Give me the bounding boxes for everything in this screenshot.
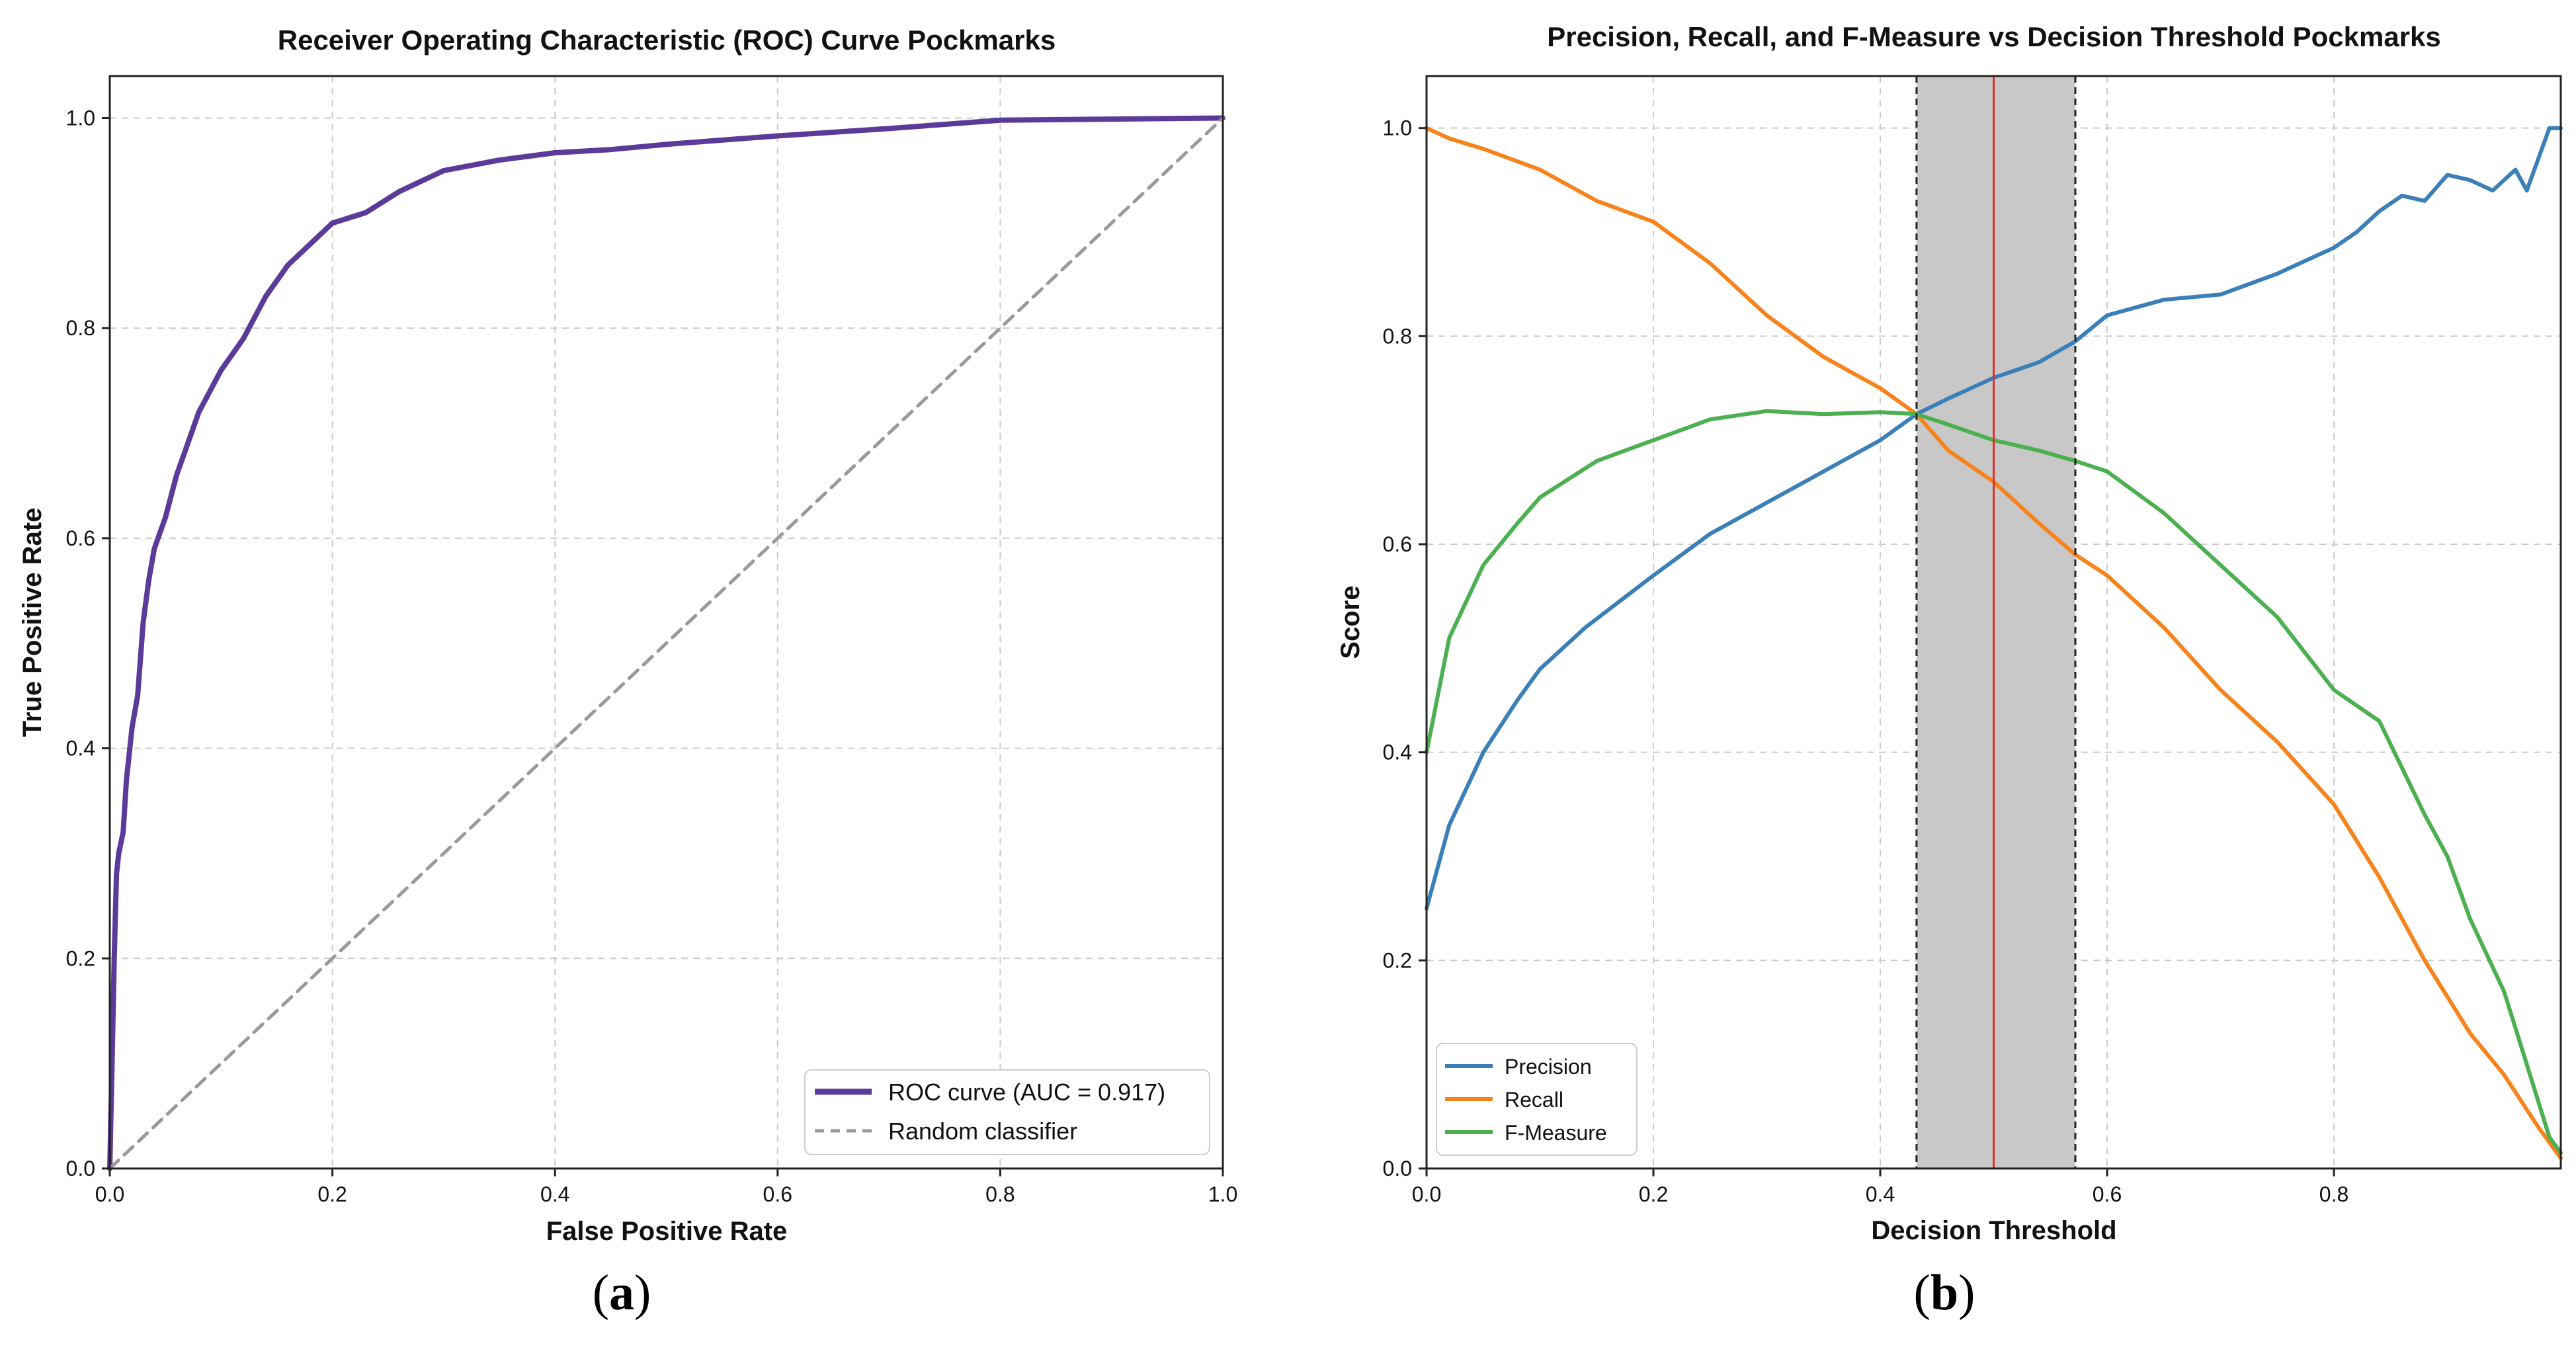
roc-plot-frame <box>108 75 1224 1170</box>
threshold-legend-label-precision: Precision <box>1505 1055 1592 1079</box>
roc-y-tick-label: 0.0 <box>66 1157 95 1180</box>
roc-series-roc-curve-auc-0-917 <box>107 115 1226 1171</box>
roc-series <box>107 115 1226 1171</box>
roc-y-tick-label: 1.0 <box>66 106 95 130</box>
panel-a-caption-letter: a <box>609 1265 634 1321</box>
threshold-x-axis-label: Decision Threshold <box>1871 1216 2116 1245</box>
threshold-y-axis-label: Score <box>1336 585 1365 659</box>
threshold-series-recall <box>1425 126 2563 1161</box>
threshold-y-tick-label: 0.8 <box>1383 324 1412 348</box>
threshold-confidence-band <box>1916 76 2075 1168</box>
roc-legend-box <box>804 1069 1210 1155</box>
roc-x-axis-label: False Positive Rate <box>546 1217 788 1246</box>
roc-x-tick-label: 0.6 <box>763 1182 792 1206</box>
roc-x-tick-label: 0.2 <box>317 1182 347 1206</box>
roc-x-tick-label: 0.8 <box>985 1182 1015 1206</box>
threshold-series <box>1425 126 2563 1161</box>
threshold-x-tick-label: 0.0 <box>1412 1182 1441 1206</box>
threshold-x-tick-label: 0.2 <box>1639 1182 1668 1206</box>
threshold-markers <box>1915 76 2077 1168</box>
roc-chart-title: Receiver Operating Characteristic (ROC) … <box>278 24 1056 56</box>
panel-a-caption: (a) <box>593 1265 651 1321</box>
threshold-y-tick-label: 0.4 <box>1383 741 1412 764</box>
roc-ticks: 0.0 0.2 0.4 0.6 0.8 1.0 0.0 0.2 0.4 0.6 0.8 1.0 <box>66 106 1238 1206</box>
threshold-band <box>1916 76 2075 1168</box>
threshold-legend-label-recall: Recall <box>1505 1088 1563 1112</box>
threshold-legend-box <box>1436 1043 1638 1156</box>
threshold-x-tick-label: 0.6 <box>2093 1182 2122 1206</box>
roc-y-tick-label: 0.6 <box>66 526 95 550</box>
threshold-y-tick-label: 0.0 <box>1383 1157 1412 1180</box>
threshold-chart: Precision, Recall, and F-Measure vs Deci… <box>1336 21 2563 1245</box>
roc-legend: ROC curve (AUC = 0.917) Random classifie… <box>804 1069 1210 1155</box>
roc-y-axis-label: True Positive Rate <box>18 508 47 737</box>
threshold-y-tick-label: 0.6 <box>1383 532 1412 556</box>
roc-x-tick-label: 0.0 <box>95 1182 124 1206</box>
threshold-series-f-measure <box>1425 409 2563 1155</box>
roc-x-tick-label: 1.0 <box>1208 1182 1237 1206</box>
roc-y-tick-label: 0.2 <box>66 946 95 970</box>
roc-y-tick-label: 0.8 <box>66 316 95 340</box>
roc-series-random-classifier <box>108 116 1225 1170</box>
threshold-ticks: 0.0 0.2 0.4 0.6 0.8 0.0 0.2 0.4 0.6 0.8 1.0 <box>1383 116 2349 1206</box>
threshold-plot-frame <box>1425 75 2562 1170</box>
roc-y-tick-label: 0.4 <box>66 737 95 760</box>
threshold-x-tick-label: 0.8 <box>2319 1182 2348 1206</box>
roc-x-tick-label: 0.4 <box>540 1182 569 1206</box>
threshold-y-tick-label: 1.0 <box>1383 116 1412 140</box>
threshold-legend: Precision Recall F-Measure <box>1436 1043 1638 1156</box>
panel-b-caption-letter: b <box>1931 1265 1958 1321</box>
threshold-series-precision <box>1425 126 2563 911</box>
roc-legend-label-roc: ROC curve (AUC = 0.917) <box>888 1079 1165 1106</box>
threshold-x-tick-label: 0.4 <box>1866 1182 1895 1206</box>
threshold-y-tick-label: 0.2 <box>1383 948 1412 972</box>
panel-b-caption: (b) <box>1914 1265 1975 1321</box>
roc-chart: Receiver Operating Characteristic (ROC) … <box>18 24 1237 1246</box>
roc-legend-label-random: Random classifier <box>888 1118 1077 1145</box>
threshold-legend-label-fmeasure: F-Measure <box>1505 1121 1607 1145</box>
threshold-chart-title: Precision, Recall, and F-Measure vs Deci… <box>1547 21 2441 52</box>
